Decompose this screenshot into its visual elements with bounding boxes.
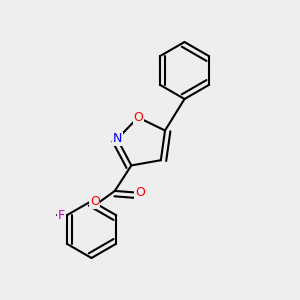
Text: O: O: [135, 186, 145, 199]
Text: N: N: [112, 133, 122, 146]
Text: O: O: [90, 195, 100, 208]
Text: F: F: [58, 209, 65, 222]
Text: O: O: [133, 111, 143, 124]
